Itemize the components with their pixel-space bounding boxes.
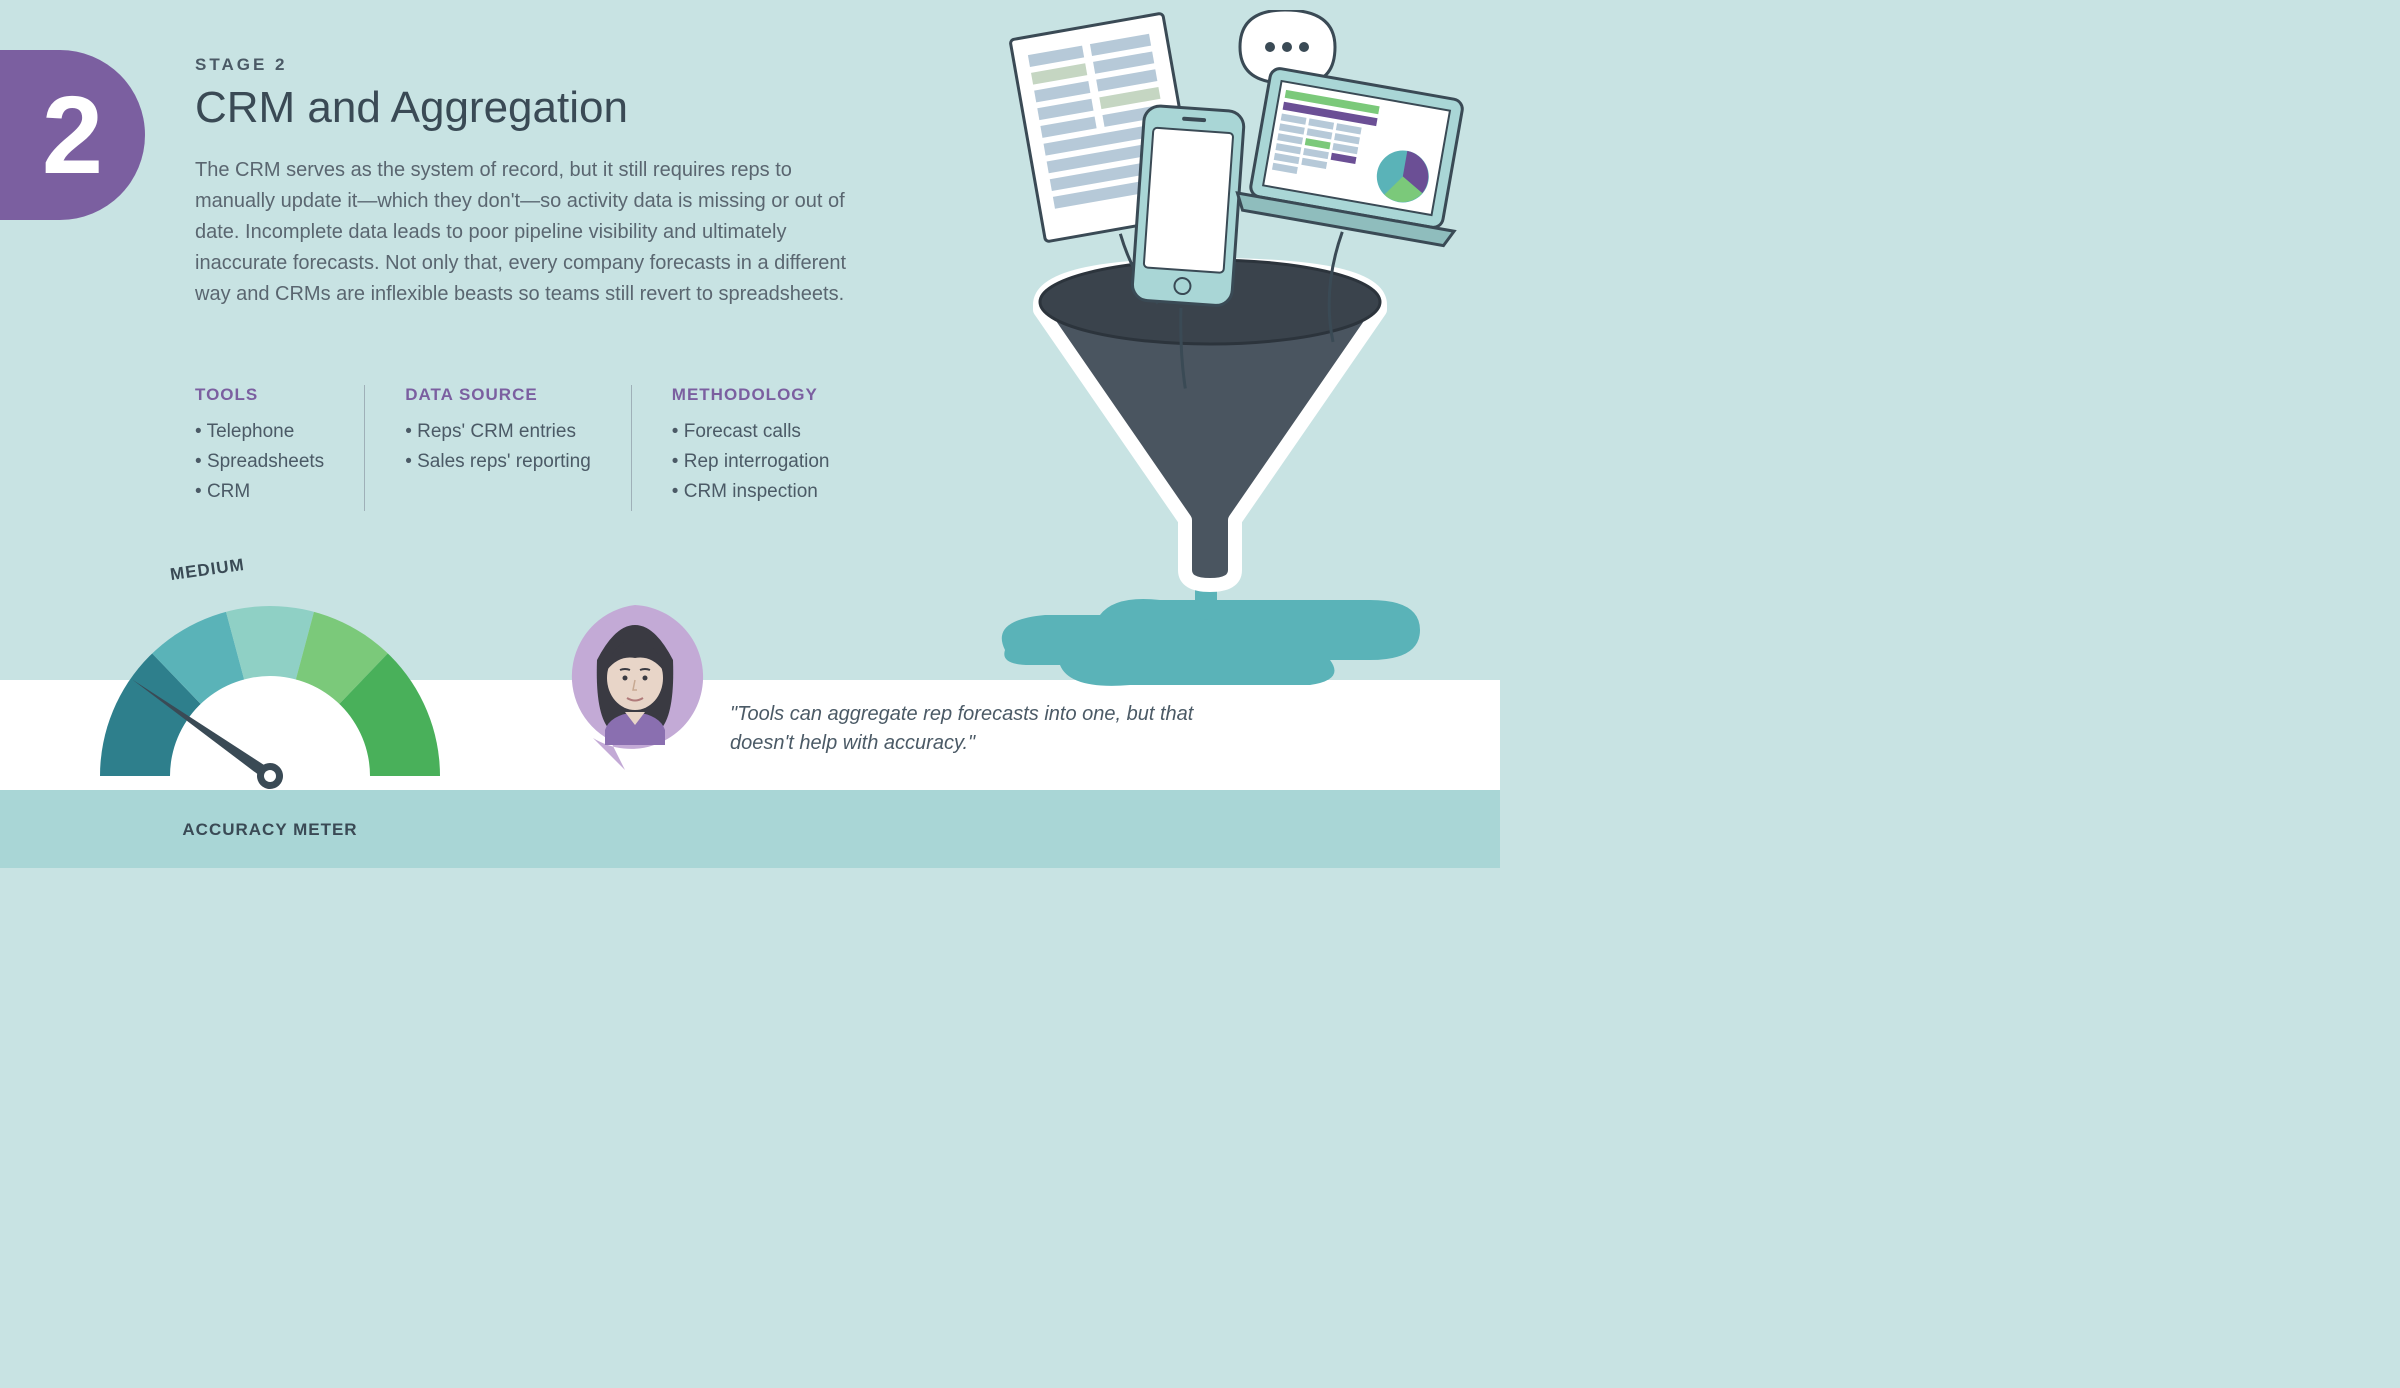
stage-label: STAGE 2 xyxy=(195,55,875,75)
info-columns: TOOLS Telephone Spreadsheets CRM DATA SO… xyxy=(195,385,870,511)
col-methodology: METHODOLOGY Forecast calls Rep interroga… xyxy=(631,385,870,511)
list-item: Forecast calls xyxy=(672,421,830,443)
list-item: CRM xyxy=(195,481,324,503)
meter-label-bottom: ACCURACY METER xyxy=(80,820,460,840)
list-item: Rep interrogation xyxy=(672,451,830,473)
list-item: Reps' CRM entries xyxy=(405,421,591,443)
funnel-illustration xyxy=(950,10,1480,790)
list-item: CRM inspection xyxy=(672,481,830,503)
list-item: Sales reps' reporting xyxy=(405,451,591,473)
list-item: Telephone xyxy=(195,421,324,443)
stage-number: 2 xyxy=(42,72,103,199)
content-block: STAGE 2 CRM and Aggregation The CRM serv… xyxy=(195,55,875,310)
description-text: The CRM serves as the system of record, … xyxy=(195,155,875,310)
page-title: CRM and Aggregation xyxy=(195,83,875,133)
list-item: Spreadsheets xyxy=(195,451,324,473)
col-data-source: DATA SOURCE Reps' CRM entries Sales reps… xyxy=(364,385,631,511)
meter-label-medium: MEDIUM xyxy=(169,555,246,585)
col-heading-tools: TOOLS xyxy=(195,385,324,405)
gauge-icon xyxy=(80,586,460,816)
col-heading-methodology: METHODOLOGY xyxy=(672,385,830,405)
accuracy-meter: MEDIUM ACCURACY METER xyxy=(80,560,460,840)
avatar-bubble xyxy=(555,600,715,775)
funnel-svg xyxy=(950,10,1480,790)
stage-number-badge: 2 xyxy=(0,50,145,220)
col-heading-data-source: DATA SOURCE xyxy=(405,385,591,405)
avatar-icon xyxy=(555,600,715,775)
col-tools: TOOLS Telephone Spreadsheets CRM xyxy=(195,385,364,511)
